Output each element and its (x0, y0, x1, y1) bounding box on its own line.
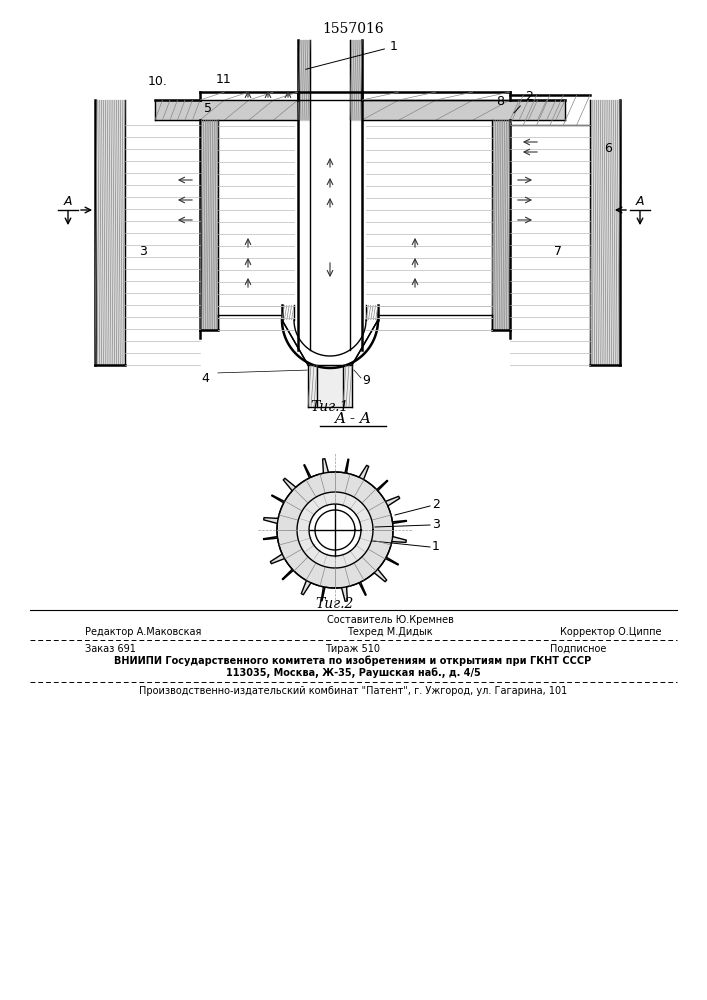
Text: 4: 4 (201, 372, 209, 385)
Polygon shape (309, 504, 361, 556)
Text: 3: 3 (139, 245, 147, 258)
Polygon shape (264, 459, 407, 601)
Text: Тираж 510: Тираж 510 (325, 644, 380, 654)
Text: Производственно-издательский комбинат "Патент", г. Ужгород, ул. Гагарина, 101: Производственно-издательский комбинат "П… (139, 686, 567, 696)
Text: 1557016: 1557016 (322, 22, 384, 36)
Text: 7: 7 (554, 245, 562, 258)
Text: 2: 2 (514, 90, 533, 113)
Text: A: A (64, 195, 72, 208)
Text: Техред М.Дидык: Техред М.Дидык (347, 627, 433, 637)
Text: 113035, Москва, Ж-35, Раушская наб., д. 4/5: 113035, Москва, Ж-35, Раушская наб., д. … (226, 668, 480, 678)
Text: Τиг.1: Τиг.1 (311, 400, 349, 414)
Text: 8: 8 (496, 95, 504, 108)
Text: 2: 2 (432, 498, 440, 511)
Text: 1: 1 (305, 40, 398, 69)
Text: 1: 1 (432, 540, 440, 553)
Text: 5: 5 (204, 102, 212, 115)
Text: ВНИИПИ Государственного комитета по изобретениям и открытиям при ГКНТ СССР: ВНИИПИ Государственного комитета по изоб… (115, 656, 592, 666)
Text: 6: 6 (604, 142, 612, 155)
Text: Подписное: Подписное (550, 644, 607, 654)
Text: A - A: A - A (334, 412, 371, 426)
Text: 3: 3 (432, 518, 440, 531)
Text: 9: 9 (362, 374, 370, 387)
Text: Редактор А.Маковская: Редактор А.Маковская (85, 627, 201, 637)
Text: Τиг.2: Τиг.2 (316, 597, 354, 611)
Text: A: A (636, 195, 644, 208)
Text: Заказ 691: Заказ 691 (85, 644, 136, 654)
Text: 10.: 10. (148, 75, 168, 88)
Text: Корректор О.Циппе: Корректор О.Циппе (560, 627, 662, 637)
Text: 11: 11 (216, 73, 232, 86)
Text: Составитель Ю.Кремнев: Составитель Ю.Кремнев (327, 615, 453, 625)
Polygon shape (297, 492, 373, 568)
Polygon shape (315, 510, 355, 550)
